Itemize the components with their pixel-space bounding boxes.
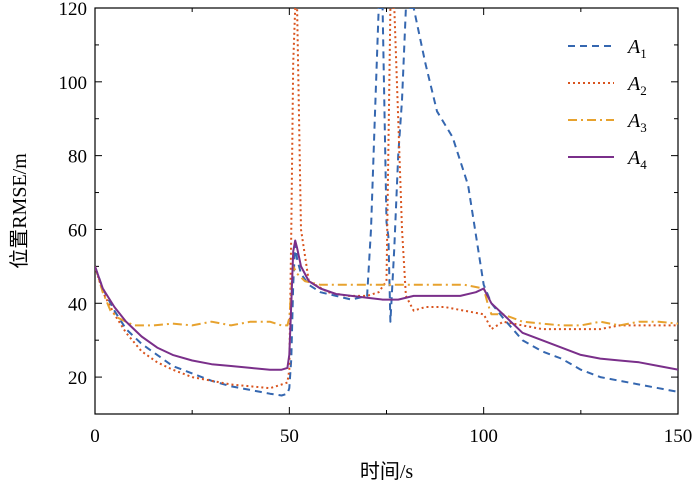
series-line-a3 [95, 265, 678, 327]
y-tick-label: 40 [68, 294, 87, 315]
y-tick-label: 120 [59, 0, 88, 20]
y-tick-label: 60 [68, 220, 87, 241]
y-tick-label: 80 [68, 147, 87, 168]
x-axis-title: 时间/s [360, 460, 414, 483]
legend-label-a2: A2 [626, 73, 647, 98]
legend-label-a1: A1 [626, 36, 647, 61]
legend: A1 A2 A3 A4 [568, 36, 647, 172]
legend-label-a4: A4 [626, 147, 647, 172]
x-tick-label: 0 [90, 426, 100, 447]
y-axis-title: 位置RMSE/m [8, 153, 31, 269]
x-tick-label: 100 [469, 426, 498, 447]
series-line-a4 [95, 239, 678, 371]
series-line-a2 [95, 8, 678, 390]
series-group [95, 8, 678, 397]
axes: 0 50 100 150 20 40 60 80 100 120 时间/s 位置RMSE/m [8, 0, 692, 483]
x-tick-label: 50 [280, 426, 299, 447]
x-tick-label: 150 [664, 426, 693, 447]
y-tick-label: 100 [59, 73, 88, 94]
y-tick-label: 20 [68, 368, 87, 389]
legend-label-a3: A3 [626, 110, 647, 135]
series-line-a1 [95, 8, 678, 397]
